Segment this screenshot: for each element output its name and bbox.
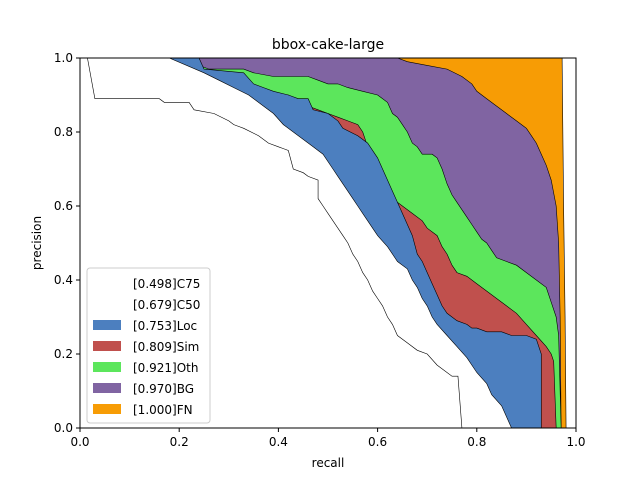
legend-label: [0.753]Loc (133, 319, 197, 333)
y-axis: 0.0 0.2 0.4 0.6 0.8 1.0 (54, 51, 80, 435)
y-tick-label: 0.2 (54, 347, 73, 361)
legend-swatch (93, 404, 121, 414)
y-axis-label: precision (30, 216, 44, 270)
y-tick-label: 0.8 (54, 125, 73, 139)
legend-label: [0.498]C75 (133, 277, 200, 291)
legend-swatch (93, 341, 121, 351)
legend-label: [0.809]Sim (133, 340, 199, 354)
x-tick-label: 1.0 (566, 435, 585, 449)
plot-frame (79, 57, 577, 429)
area-boundary-line (80, 58, 542, 428)
legend-swatch (93, 362, 121, 372)
legend-label: [1.000]FN (133, 403, 193, 417)
legend-label: [0.970]BG (133, 382, 194, 396)
legend-label: [0.921]Oth (133, 361, 198, 375)
chart-title: bbox-cake-large (272, 37, 384, 53)
legend-swatch (93, 320, 121, 330)
legend-swatch (93, 383, 121, 393)
y-tick-label: 0.4 (54, 273, 73, 287)
legend-label: [0.679]C50 (133, 298, 200, 312)
x-tick-label: 0.8 (467, 435, 486, 449)
legend-swatch (93, 278, 121, 288)
x-tick-label: 0.4 (269, 435, 288, 449)
legend: [0.498]C75 [0.679]C50 [0.753]Loc [0.809]Sim… (86, 267, 211, 424)
legend-swatch (93, 299, 121, 309)
area-boundary-line (80, 58, 567, 428)
x-axis: 0.0 0.2 0.4 0.6 0.8 1.0 (70, 428, 586, 449)
area-boundary-line (80, 58, 562, 428)
y-tick-label: 0.0 (54, 421, 73, 435)
area-boundary-line (80, 58, 512, 428)
x-tick-label: 0.2 (170, 435, 189, 449)
x-tick-label: 0.6 (368, 435, 387, 449)
x-axis-label: recall (312, 456, 345, 470)
y-tick-label: 1.0 (54, 51, 73, 65)
y-tick-label: 0.6 (54, 199, 73, 213)
x-tick-label: 0.0 (70, 435, 89, 449)
area-boundary-line (80, 58, 562, 428)
area-boundary-line (80, 58, 463, 428)
